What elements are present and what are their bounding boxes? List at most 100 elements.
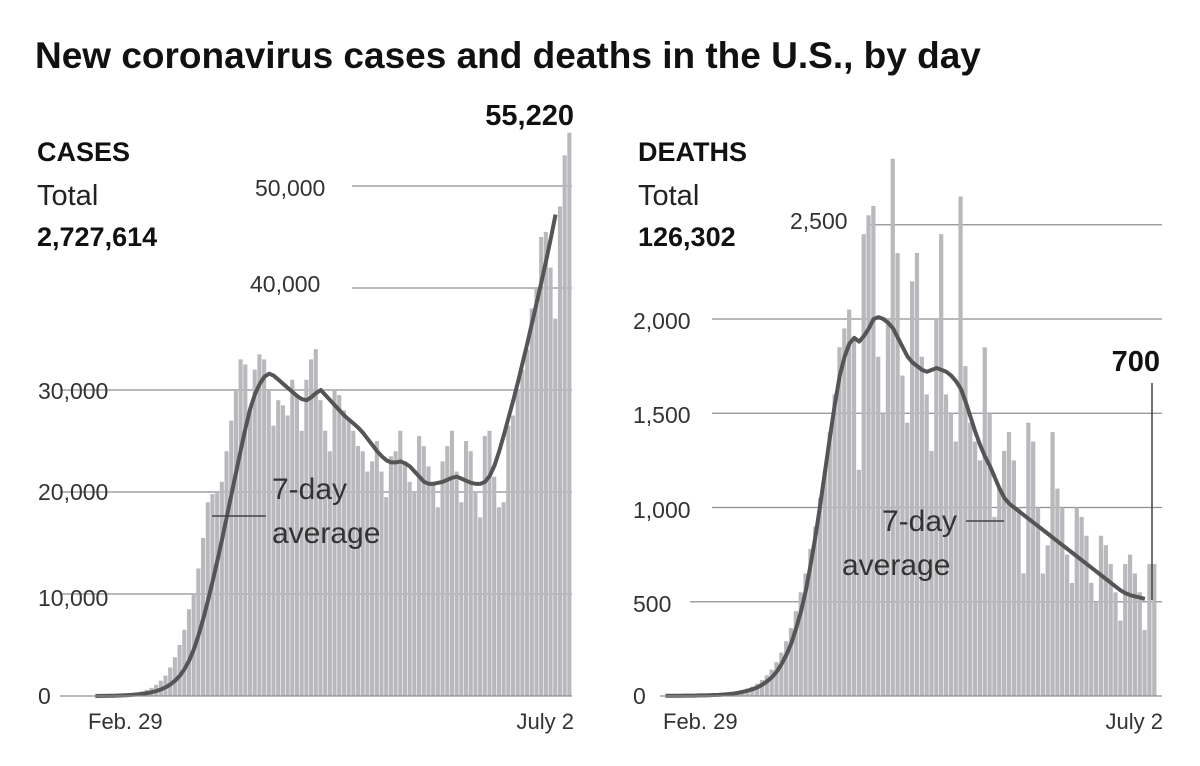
cases-bar [332, 390, 337, 696]
deaths-bar [1113, 592, 1118, 696]
cases-ytick-10000: 10,000 [38, 585, 108, 611]
cases-bar [337, 395, 342, 696]
cases-bar [243, 364, 248, 696]
cases-bar [257, 354, 262, 696]
cases-bar [177, 645, 182, 696]
deaths-peak-label: 700 [1112, 346, 1160, 378]
cases-bar [529, 308, 534, 696]
cases-bar [271, 425, 276, 696]
deaths-bar [1055, 488, 1060, 696]
cases-bar [417, 435, 422, 696]
deaths-bar [866, 215, 871, 696]
deaths-bar [1132, 573, 1138, 696]
deaths-total-label: Total [638, 180, 699, 212]
deaths-bar [793, 611, 798, 696]
cases-bar [365, 471, 370, 696]
cases-bar [299, 430, 304, 696]
deaths-bar [1002, 450, 1007, 696]
deaths-bar [934, 319, 939, 696]
cases-bar [431, 481, 436, 696]
deaths-bar [1123, 564, 1128, 696]
cases-bar [290, 379, 295, 696]
deaths-bar [1040, 573, 1045, 696]
cases-xtick-end: July 2 [517, 709, 574, 734]
cases-bar [224, 451, 229, 696]
deaths-heading: DEATHS [638, 137, 747, 167]
deaths-bar [779, 652, 784, 696]
chart-title: New coronavirus cases and deaths in the … [35, 35, 981, 76]
cases-bar [463, 441, 469, 696]
deaths-bar [1069, 582, 1075, 696]
cases-heading: CASES [37, 137, 130, 167]
deaths-bar [774, 662, 779, 696]
deaths-ytick-1000: 1,000 [633, 497, 691, 523]
cases-bar [482, 435, 487, 696]
deaths-bar [1021, 573, 1026, 696]
deaths-bar [992, 516, 997, 696]
cases-bar [567, 132, 572, 696]
cases-bar [468, 451, 473, 696]
cases-bar [501, 502, 506, 696]
cases-bar [266, 390, 271, 696]
cases-bar [262, 359, 267, 696]
deaths-bar [1045, 545, 1050, 696]
cases-7day-average-line [95, 214, 558, 698]
deaths-bar [963, 366, 968, 697]
deaths-bar [939, 234, 944, 696]
deaths-bar [842, 328, 847, 696]
cases-bar [393, 451, 398, 696]
deaths-bar [764, 675, 769, 696]
deaths-bar [813, 526, 818, 696]
deaths-bar [1108, 564, 1113, 696]
cases-bar [172, 657, 177, 696]
deaths-bar [755, 683, 760, 696]
cases-bar [426, 466, 431, 696]
deaths-7day-average-line [665, 315, 1146, 698]
deaths-bar [977, 460, 983, 697]
cases-bar [276, 400, 281, 696]
cases-avg-label-line1: 7-day [272, 473, 347, 506]
cases-bar [304, 379, 309, 696]
deaths-bar [861, 234, 866, 696]
deaths-ytick-2000: 2,000 [633, 308, 691, 334]
cases-bar [168, 667, 173, 696]
deaths-bar [798, 592, 803, 696]
deaths-bar [827, 432, 832, 696]
cases-bar [323, 430, 328, 696]
deaths-bar [900, 375, 905, 696]
deaths-total-value: 126,302 [638, 222, 736, 252]
deaths-bar [895, 253, 900, 696]
deaths-bar [876, 356, 881, 696]
cases-bar [492, 476, 497, 696]
cases-bar [515, 390, 520, 696]
deaths-bar [1016, 507, 1021, 696]
deaths-bar [890, 158, 895, 696]
cases-bar [510, 415, 516, 696]
deaths-bar [1079, 516, 1084, 696]
cases-bar [520, 369, 525, 696]
cases-bar [233, 390, 238, 696]
deaths-bar [880, 413, 886, 696]
deaths-xtick-start: Feb. 29 [663, 709, 738, 734]
cases-ytick-40000: 40,000 [250, 271, 320, 297]
cases-bar [360, 451, 365, 696]
deaths-bar [1031, 441, 1036, 696]
cases-bar [557, 206, 563, 696]
deaths-bar [837, 347, 842, 696]
deaths-bar [910, 281, 915, 696]
deaths-bar [803, 573, 808, 696]
cases-bar [355, 446, 361, 696]
cases-bar [252, 369, 257, 696]
cases-bar [210, 494, 215, 696]
cases-bar [313, 349, 318, 696]
deaths-bar [958, 196, 963, 697]
cases-bar [186, 609, 192, 696]
deaths-bar [1103, 545, 1108, 696]
cases-bar [318, 400, 323, 696]
cases-bars [93, 132, 572, 696]
cases-bar [506, 425, 511, 696]
cases-bar [388, 456, 393, 696]
cases-bar [351, 430, 356, 696]
cases-bar [473, 492, 478, 696]
deaths-bar [856, 469, 861, 696]
